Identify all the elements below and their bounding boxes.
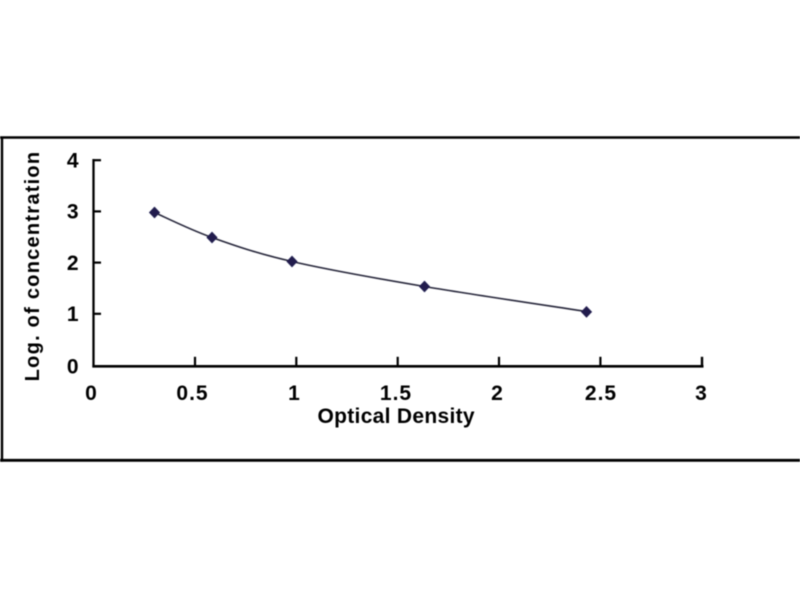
svg-text:3: 3 [67,201,79,224]
svg-text:3: 3 [695,382,708,405]
svg-text:Log. of concentration: Log. of concentration [22,151,44,382]
svg-text:1: 1 [67,303,79,326]
svg-text:4: 4 [67,149,79,172]
svg-text:0: 0 [85,382,98,405]
svg-text:1: 1 [288,382,301,405]
svg-text:2.5: 2.5 [585,382,617,405]
svg-text:Optical Density: Optical Density [318,405,475,428]
svg-text:0: 0 [67,356,79,379]
svg-text:2: 2 [67,252,79,275]
svg-text:2: 2 [491,382,504,405]
svg-text:1.5: 1.5 [380,382,412,405]
svg-text:0.5: 0.5 [176,382,208,405]
